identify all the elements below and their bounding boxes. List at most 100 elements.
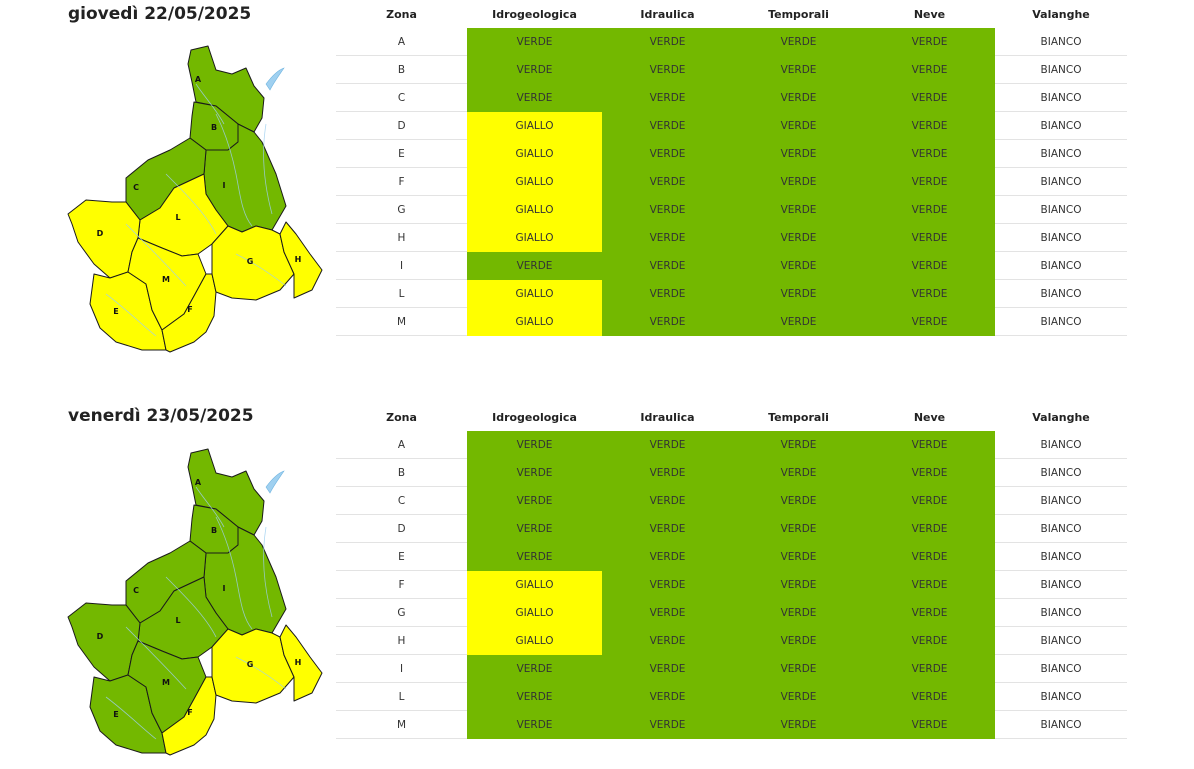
zone-label-a: A bbox=[195, 75, 202, 84]
alert-cell-temporali: VERDE bbox=[733, 111, 864, 140]
alert-cell-neve: VERDE bbox=[864, 431, 995, 459]
alert-cell-valanghe: BIANCO bbox=[995, 710, 1127, 739]
alert-cell-valanghe: BIANCO bbox=[995, 458, 1127, 487]
river-line bbox=[195, 83, 225, 125]
lake-shape bbox=[265, 470, 285, 494]
alert-cell-valanghe: BIANCO bbox=[995, 83, 1127, 112]
zone-cell: A bbox=[336, 431, 467, 459]
zone-cell: L bbox=[336, 279, 467, 308]
river-line bbox=[105, 696, 157, 740]
alert-cell-idrogeologica: GIALLO bbox=[467, 307, 602, 336]
zone-area-h bbox=[279, 221, 323, 299]
alert-cell-valanghe: BIANCO bbox=[995, 514, 1127, 543]
alert-cell-valanghe: BIANCO bbox=[995, 28, 1127, 56]
alert-cell-temporali: VERDE bbox=[733, 28, 864, 56]
alert-cell-idrogeologica: VERDE bbox=[467, 55, 602, 84]
alert-cell-neve: VERDE bbox=[864, 55, 995, 84]
zone-area-a bbox=[187, 448, 265, 536]
column-header-temporali: Temporali bbox=[768, 410, 829, 424]
alert-table: Zona Idrogeologica Idraulica Temporali Neve V… bbox=[336, 403, 1127, 739]
column-header-valanghe: Valanghe bbox=[1032, 410, 1090, 424]
zone-cell: C bbox=[336, 486, 467, 515]
river-line bbox=[105, 293, 157, 337]
table-row: E VERDE VERDE VERDE VERDE BIANCO bbox=[336, 542, 1127, 571]
table-row: F GIALLO VERDE VERDE VERDE BIANCO bbox=[336, 570, 1127, 599]
zone-cell: H bbox=[336, 223, 467, 252]
table-row: H GIALLO VERDE VERDE VERDE BIANCO bbox=[336, 626, 1127, 655]
river-line bbox=[263, 526, 273, 618]
alert-cell-valanghe: BIANCO bbox=[995, 542, 1127, 571]
table-row: I VERDE VERDE VERDE VERDE BIANCO bbox=[336, 654, 1127, 683]
alert-cell-idraulica: VERDE bbox=[602, 195, 733, 224]
alert-cell-neve: VERDE bbox=[864, 710, 995, 739]
zone-cell: M bbox=[336, 710, 467, 739]
alert-cell-idrogeologica: GIALLO bbox=[467, 626, 602, 655]
zone-label-e: E bbox=[113, 710, 118, 719]
alert-table: Zona Idrogeologica Idraulica Temporali Neve V… bbox=[336, 0, 1127, 336]
alert-cell-valanghe: BIANCO bbox=[995, 139, 1127, 168]
alert-cell-neve: VERDE bbox=[864, 654, 995, 683]
zone-label-b: B bbox=[211, 123, 217, 132]
alert-cell-valanghe: BIANCO bbox=[995, 307, 1127, 336]
zone-cell: D bbox=[336, 111, 467, 140]
alert-cell-neve: VERDE bbox=[864, 598, 995, 627]
alert-cell-valanghe: BIANCO bbox=[995, 251, 1127, 280]
alert-cell-idrogeologica: GIALLO bbox=[467, 195, 602, 224]
alert-cell-neve: VERDE bbox=[864, 626, 995, 655]
alert-cell-valanghe: BIANCO bbox=[995, 111, 1127, 140]
table-row: H GIALLO VERDE VERDE VERDE BIANCO bbox=[336, 223, 1127, 252]
alert-cell-temporali: VERDE bbox=[733, 279, 864, 308]
zone-cell: B bbox=[336, 55, 467, 84]
zone-label-f: F bbox=[187, 305, 192, 314]
alert-cell-idraulica: VERDE bbox=[602, 570, 733, 599]
lake-shape bbox=[265, 67, 285, 91]
day-title: giovedì 22/05/2025 bbox=[68, 4, 252, 24]
alert-cell-neve: VERDE bbox=[864, 28, 995, 56]
zone-label-m: M bbox=[162, 275, 170, 284]
alert-cell-idrogeologica: VERDE bbox=[467, 83, 602, 112]
column-header-idraulica: Idraulica bbox=[640, 7, 695, 21]
column-header-idrogeologica: Idrogeologica bbox=[492, 7, 577, 21]
alert-cell-idrogeologica: GIALLO bbox=[467, 111, 602, 140]
alert-cell-neve: VERDE bbox=[864, 167, 995, 196]
table-row: B VERDE VERDE VERDE VERDE BIANCO bbox=[336, 458, 1127, 487]
table-row: I VERDE VERDE VERDE VERDE BIANCO bbox=[336, 251, 1127, 280]
column-header-idrogeologica: Idrogeologica bbox=[492, 410, 577, 424]
alert-cell-neve: VERDE bbox=[864, 486, 995, 515]
alert-cell-idrogeologica: GIALLO bbox=[467, 279, 602, 308]
alert-cell-idrogeologica: GIALLO bbox=[467, 139, 602, 168]
region-map-svg: A B I C L D E M F G H bbox=[67, 448, 323, 756]
alert-cell-idraulica: VERDE bbox=[602, 654, 733, 683]
zone-area-h bbox=[279, 624, 323, 702]
table-row: G GIALLO VERDE VERDE VERDE BIANCO bbox=[336, 598, 1127, 627]
alert-cell-valanghe: BIANCO bbox=[995, 431, 1127, 459]
alert-cell-temporali: VERDE bbox=[733, 195, 864, 224]
zone-cell: M bbox=[336, 307, 467, 336]
alert-cell-idrogeologica: VERDE bbox=[467, 710, 602, 739]
column-header-temporali: Temporali bbox=[768, 7, 829, 21]
alert-cell-neve: VERDE bbox=[864, 251, 995, 280]
alert-cell-valanghe: BIANCO bbox=[995, 682, 1127, 711]
zone-cell: B bbox=[336, 458, 467, 487]
alert-cell-idraulica: VERDE bbox=[602, 251, 733, 280]
alert-cell-idraulica: VERDE bbox=[602, 83, 733, 112]
alert-cell-temporali: VERDE bbox=[733, 654, 864, 683]
river-line bbox=[235, 253, 287, 287]
column-header-idraulica: Idraulica bbox=[640, 410, 695, 424]
alert-cell-idrogeologica: GIALLO bbox=[467, 167, 602, 196]
river-line bbox=[195, 486, 225, 528]
zone-cell: H bbox=[336, 626, 467, 655]
zone-label-i: I bbox=[223, 181, 226, 190]
zone-cell: I bbox=[336, 654, 467, 683]
zone-cell: A bbox=[336, 28, 467, 56]
zone-label-g: G bbox=[247, 660, 254, 669]
zone-label-b: B bbox=[211, 526, 217, 535]
alert-cell-valanghe: BIANCO bbox=[995, 55, 1127, 84]
alert-cell-idraulica: VERDE bbox=[602, 167, 733, 196]
column-header-neve: Neve bbox=[913, 7, 946, 21]
alert-cell-temporali: VERDE bbox=[733, 570, 864, 599]
alert-cell-idraulica: VERDE bbox=[602, 55, 733, 84]
alert-cell-temporali: VERDE bbox=[733, 682, 864, 711]
river-line bbox=[165, 576, 217, 638]
alert-cell-temporali: VERDE bbox=[733, 83, 864, 112]
